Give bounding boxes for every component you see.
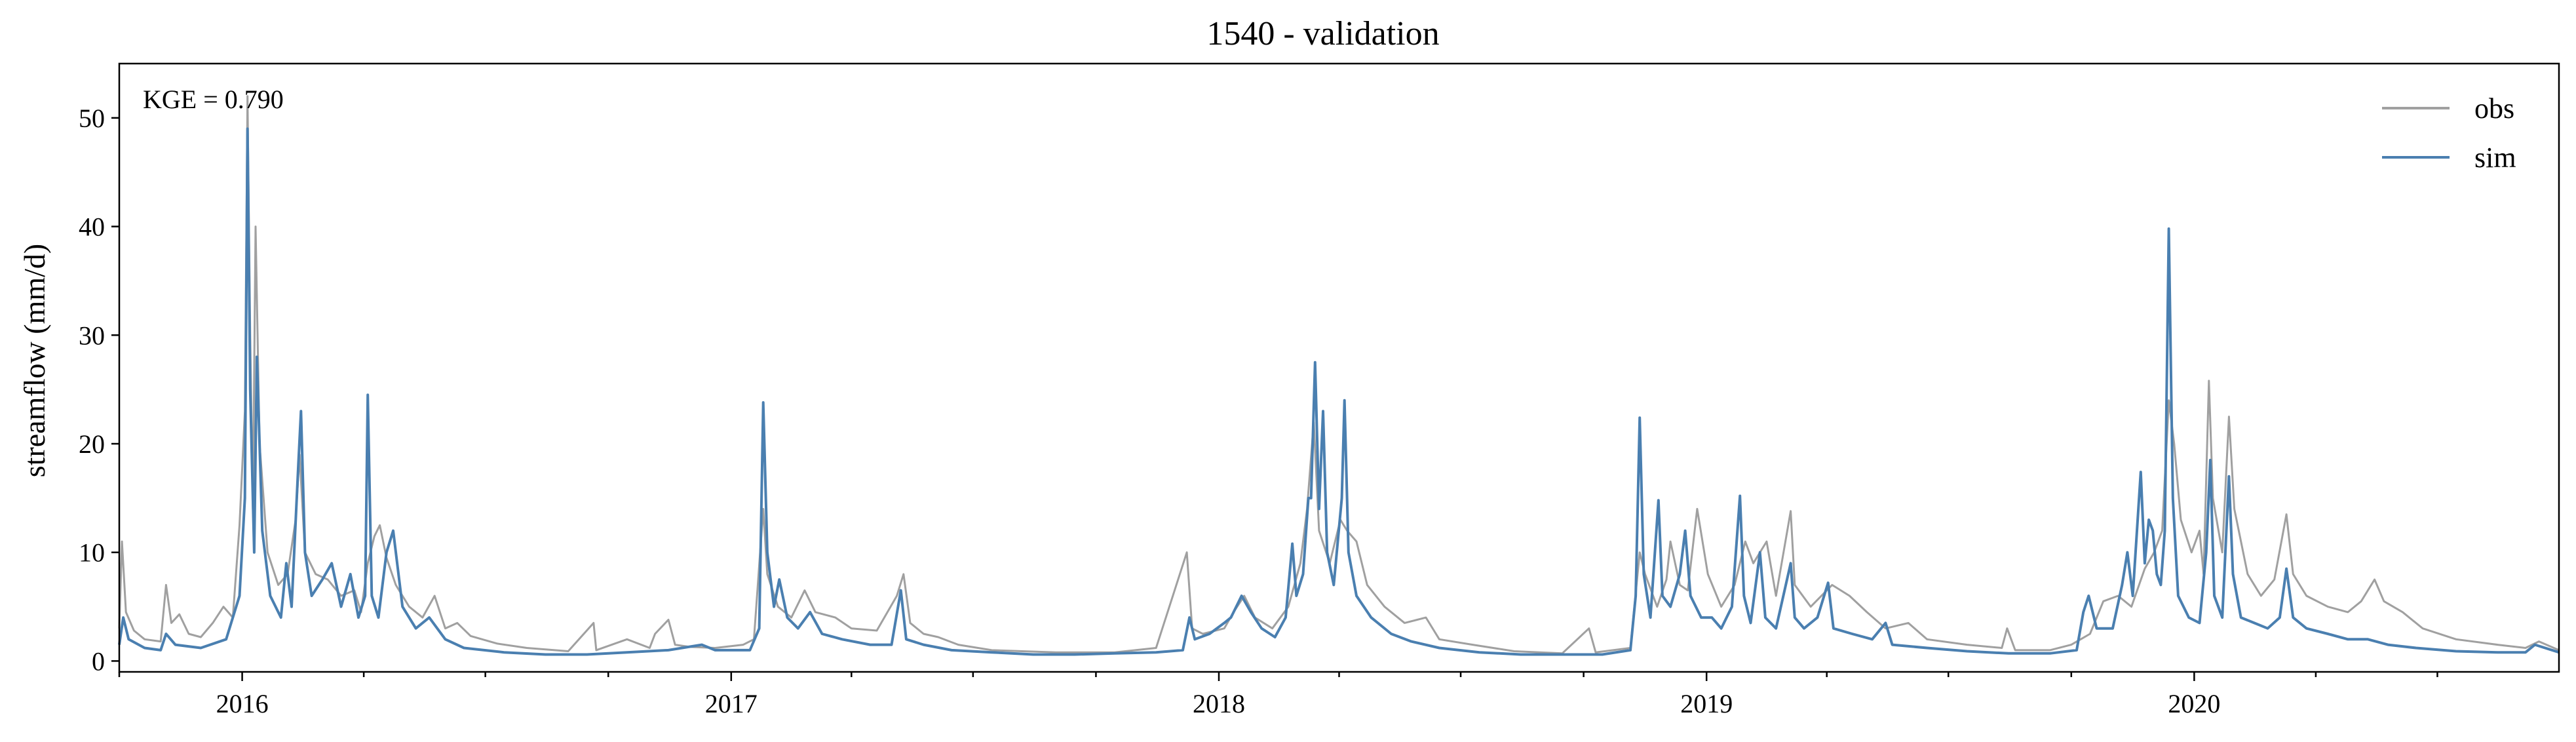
y-tick-label: 0 — [92, 646, 105, 676]
y-axis-title: streamflow (mm/d) — [18, 244, 51, 477]
labels-layer: 0 10 20 30 40 50 2016 2017 2018 2019 2020 — [79, 104, 2220, 718]
legend-label-sim: sim — [2474, 142, 2516, 174]
series-line-sim — [118, 127, 2560, 656]
kge-annotation: KGE = 0.790 — [143, 85, 284, 114]
y-tick-label: 50 — [79, 104, 105, 133]
legend-label-obs: obs — [2474, 92, 2514, 125]
series-layer — [118, 95, 2560, 656]
chart-title: 1540 - validation — [1206, 15, 1439, 52]
x-tick-label: 2020 — [2168, 689, 2220, 718]
y-tick-label: 40 — [79, 212, 105, 242]
x-tick-label: 2019 — [1680, 689, 1733, 718]
y-tick-label: 20 — [79, 429, 105, 459]
x-tick-label: 2017 — [705, 689, 758, 718]
axes-layer — [111, 62, 2560, 681]
legend: obs sim — [2382, 92, 2516, 174]
x-tick-label: 2016 — [216, 689, 269, 718]
y-tick-label: 10 — [79, 538, 105, 568]
y-tick-label: 30 — [79, 321, 105, 350]
x-tick-label: 2018 — [1193, 689, 1245, 718]
